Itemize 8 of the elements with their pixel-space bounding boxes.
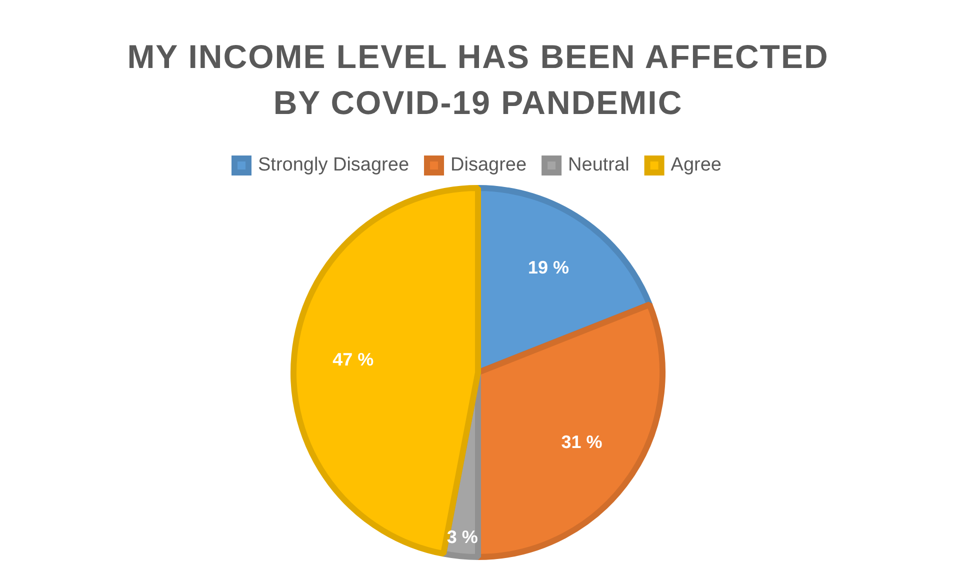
data-label: 31 % xyxy=(561,432,602,452)
chart-title: MY INCOME LEVEL HAS BEEN AFFECTED BY COVID-19 PANDEMIC xyxy=(126,37,830,123)
legend-label: Neutral xyxy=(568,154,630,176)
legend-label: Disagree xyxy=(450,154,527,176)
data-label: 47 % xyxy=(332,350,374,370)
legend-label: Agree xyxy=(670,154,722,176)
legend-label: Strongly Disagree xyxy=(258,154,410,176)
data-label: 19 % xyxy=(528,258,570,278)
